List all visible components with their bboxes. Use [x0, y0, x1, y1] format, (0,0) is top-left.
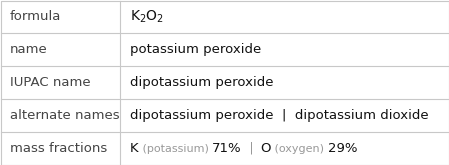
Text: |: |	[242, 142, 260, 155]
Text: 29%: 29%	[328, 142, 357, 155]
Text: name: name	[10, 43, 48, 56]
Text: IUPAC name: IUPAC name	[10, 76, 91, 89]
Text: dipotassium peroxide  |  dipotassium dioxide: dipotassium peroxide | dipotassium dioxi…	[130, 109, 429, 122]
Text: mass fractions: mass fractions	[10, 142, 107, 155]
Text: dipotassium peroxide: dipotassium peroxide	[130, 76, 273, 89]
Text: O: O	[260, 142, 271, 155]
Text: $\mathregular{K_2O_2}$: $\mathregular{K_2O_2}$	[130, 8, 164, 25]
Text: alternate names: alternate names	[10, 109, 119, 122]
Text: 71%: 71%	[212, 142, 242, 155]
Text: K: K	[130, 142, 139, 155]
Text: (potassium): (potassium)	[139, 144, 212, 153]
Text: potassium peroxide: potassium peroxide	[130, 43, 261, 56]
Text: (oxygen): (oxygen)	[271, 144, 328, 153]
Text: formula: formula	[10, 10, 62, 23]
